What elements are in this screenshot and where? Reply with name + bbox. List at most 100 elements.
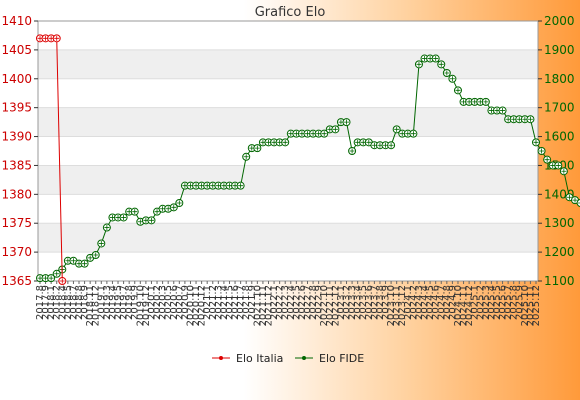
x-tick-label: 2024.7 <box>436 285 447 320</box>
x-tick-label: 2018.8 <box>74 285 85 320</box>
x-tick-label: 2018.4 <box>57 285 68 320</box>
data-point-cross <box>500 108 506 114</box>
x-tick-label: 2022.6 <box>297 285 308 320</box>
x-tick-label: 2021.11 <box>258 285 269 326</box>
x-tick-label: 2021.7 <box>236 285 247 320</box>
data-point-cross <box>104 225 110 231</box>
x-tick-label: 2022.8 <box>308 285 319 320</box>
x-tick-label: 2020.3 <box>158 285 169 320</box>
data-point-cross <box>154 209 160 215</box>
y-axis-right: 1100120013001400150016001700180019002000 <box>538 14 575 288</box>
x-tick-label: 2023.1 <box>336 285 347 320</box>
x-tick-label: 2022.11 <box>325 285 336 326</box>
data-point-cross <box>555 162 561 168</box>
data-point-cross <box>70 258 76 264</box>
x-tick-label: 2024.5 <box>425 285 436 320</box>
data-point-cross <box>98 240 104 246</box>
x-tick-label: 2018.2 <box>52 285 63 320</box>
x-tick-label: 2020.1 <box>146 285 157 320</box>
x-tick-label: 2019.4 <box>107 285 118 320</box>
x-tick-label: 2022.3 <box>280 285 291 320</box>
x-tick-label: 2025.1 <box>470 285 481 320</box>
y-left-tick-label: 1385 <box>1 158 32 172</box>
x-tick-label: 2022.1 <box>269 285 280 320</box>
x-tick-label: 2019.10 <box>135 285 146 326</box>
x-tick-label: 2023.6 <box>364 285 375 320</box>
y-left-tick-label: 1365 <box>1 274 32 288</box>
x-tick-label: 2018.7 <box>68 285 79 320</box>
y-left-tick-label: 1400 <box>1 72 32 86</box>
x-tick-label: 2020.10 <box>185 285 196 326</box>
x-tick-label: 2025.9 <box>514 285 525 320</box>
x-tick-label: 2023.8 <box>375 285 386 320</box>
x-tick-label: 2022.2 <box>275 285 286 320</box>
x-tick-label: 2020.11 <box>191 285 202 326</box>
data-point-cross <box>238 183 244 189</box>
data-point-cross <box>82 261 88 267</box>
data-point-cross <box>483 99 489 105</box>
x-tick-label: 2023.4 <box>353 285 364 320</box>
data-point-cross <box>449 76 455 82</box>
x-tick-label: 2019.7 <box>119 285 130 320</box>
data-point-cross <box>527 116 533 122</box>
data-point-cross <box>121 214 127 220</box>
x-tick-label: 2018.5 <box>63 285 74 320</box>
x-tick-label: 2019.3 <box>102 285 113 320</box>
data-point-cross <box>572 197 578 203</box>
data-point-cross <box>561 168 567 174</box>
data-point-cross <box>455 87 461 93</box>
series-elo-italia <box>36 34 67 285</box>
data-point-cross <box>349 148 355 154</box>
data-point-cross <box>87 255 93 261</box>
x-tick-label: 2019.12 <box>141 285 152 326</box>
plot-bands <box>38 21 538 281</box>
y-left-tick-label: 1375 <box>1 216 32 230</box>
x-tick-label: 2025.10 <box>520 285 531 326</box>
data-point-cross <box>243 154 249 160</box>
x-tick-label: 2018.9 <box>80 285 91 320</box>
y-right-tick-label: 1700 <box>544 101 575 115</box>
x-tick-label: 2022.4 <box>286 285 297 320</box>
data-point-cross <box>539 148 545 154</box>
data-point-cross <box>132 209 138 215</box>
x-tick-label: 2025.12 <box>531 285 542 326</box>
data-point-cross <box>433 56 439 62</box>
data-point-cross <box>254 145 260 151</box>
x-tick-label: 2023.9 <box>381 285 392 320</box>
data-point-cross <box>282 139 288 145</box>
x-tick-label: 2020.9 <box>180 285 191 320</box>
x-tick-label: 2023.10 <box>386 285 397 326</box>
chart-title: Grafico Elo <box>255 5 326 20</box>
x-tick-label: 2024.8 <box>442 285 453 320</box>
legend: Elo Italia Elo FIDE <box>212 352 364 365</box>
data-point-cross <box>59 278 65 284</box>
x-tick-label: 2019.5 <box>113 285 124 320</box>
x-tick-label: 2023.12 <box>397 285 408 326</box>
data-point-cross <box>176 200 182 206</box>
plot-band <box>38 49 538 79</box>
x-tick-label: 2023.7 <box>369 285 380 320</box>
x-tick-label: 2025.7 <box>503 285 514 320</box>
x-tick-label: 2024.6 <box>431 285 442 320</box>
data-point-cross <box>416 61 422 67</box>
x-tick-label: 2021.9 <box>247 285 258 320</box>
x-axis: 2017.82017.92018.12018.22018.42018.52018… <box>35 281 542 326</box>
data-point-cross <box>332 126 338 132</box>
legend-marker-fide <box>302 356 306 360</box>
x-tick-label: 2021.12 <box>263 285 274 326</box>
data-point-cross <box>165 206 171 212</box>
x-tick-label: 2025.5 <box>492 285 503 320</box>
x-tick-label: 2022.12 <box>330 285 341 326</box>
data-point-cross <box>566 194 572 200</box>
y-left-tick-label: 1410 <box>1 14 32 28</box>
y-left-tick-label: 1405 <box>1 43 32 57</box>
y-right-tick-label: 1900 <box>544 43 575 57</box>
x-tick-label: 2022.9 <box>314 285 325 320</box>
x-tick-label: 2020.12 <box>197 285 208 326</box>
data-point-cross <box>93 252 99 258</box>
x-tick-label: 2024.11 <box>459 285 470 326</box>
y-right-tick-label: 1800 <box>544 72 575 86</box>
x-tick-label: 2024.12 <box>464 285 475 326</box>
legend-label-fide: Elo FIDE <box>319 352 364 365</box>
